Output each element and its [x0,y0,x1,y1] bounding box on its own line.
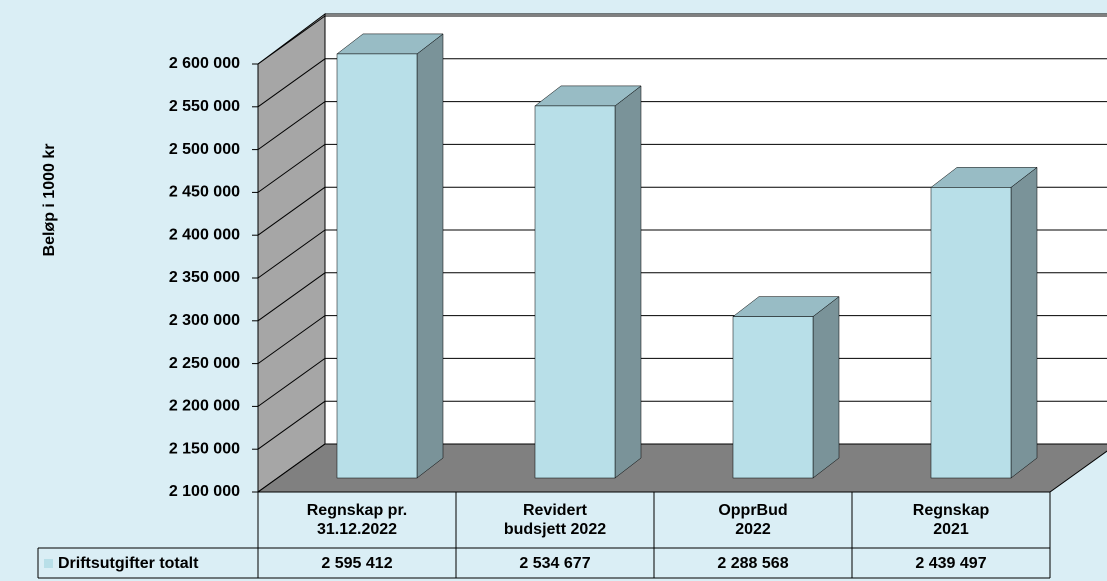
y-tick-label: 2 600 000 [169,55,240,72]
y-tick-label: 2 550 000 [169,98,240,115]
grid-line [257,143,326,193]
grid-line [257,15,326,65]
y-tick-label: 2 150 000 [169,440,240,457]
grid-line [257,357,326,407]
bar-side [614,85,642,479]
grid-line [257,186,326,236]
legend-swatch [44,559,53,568]
grid-line [257,101,326,151]
bar [930,187,1012,479]
x-tick-label: Regnskap pr. 31.12.2022 [306,502,408,538]
legend-label: Driftsutgifter totalt [58,554,199,572]
bar [534,105,616,479]
bar-side [416,33,444,479]
y-tick-label: 2 500 000 [169,141,240,158]
data-label: 2 534 677 [519,554,591,572]
y-tick-label: 2 350 000 [169,269,240,286]
y-tick-label: 2 450 000 [169,184,240,201]
data-label: 2 595 412 [321,554,393,572]
y-tick-label: 2 250 000 [169,355,240,372]
y-tick-label: 2 400 000 [169,226,240,243]
x-tick-label: OpprBud 2022 [718,502,788,538]
bar [732,316,814,479]
grid-line [257,400,326,450]
grid-line [257,272,326,322]
bar-side [812,296,840,479]
y-axis-label: Beløp i 1000 kr [41,144,58,257]
x-tick-label: Revidert budsjett 2022 [503,502,607,538]
bar [336,53,418,479]
x-tick-label: Regnskap 2021 [912,502,990,538]
y-tick-label: 2 200 000 [169,398,240,415]
side-wall [257,13,326,493]
y-tick-label: 2 300 000 [169,312,240,329]
bar-side [1010,166,1038,479]
data-label: 2 288 568 [717,554,789,572]
grid-line [257,315,326,365]
grid-line [257,443,326,493]
y-tick-label: 2 100 000 [169,483,240,500]
grid-line [257,58,326,108]
data-label: 2 439 497 [915,554,987,572]
grid-line [257,229,326,279]
